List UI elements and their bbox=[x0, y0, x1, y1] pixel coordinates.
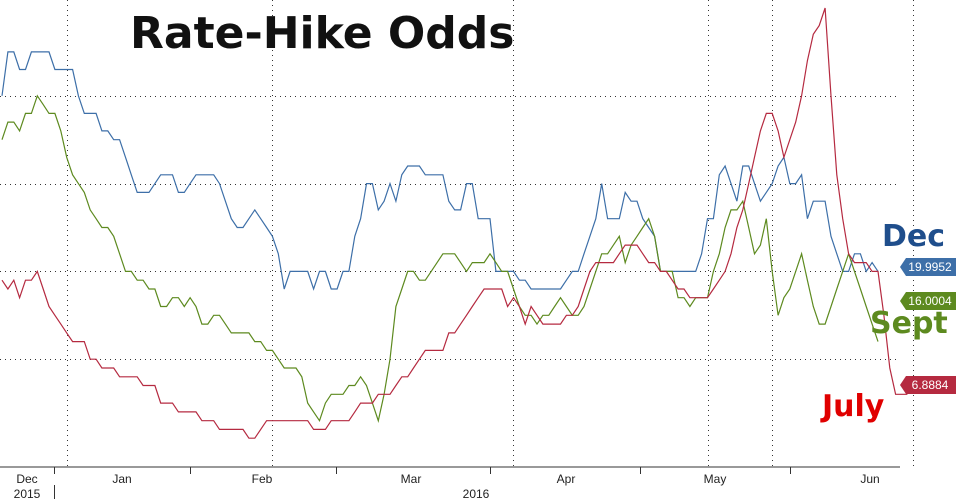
badge-value: 16.0004 bbox=[908, 294, 952, 308]
grid-lines bbox=[0, 0, 914, 467]
x-tick-label: Mar bbox=[401, 472, 422, 486]
series-label-sept: Sept bbox=[870, 306, 948, 341]
series-layer bbox=[1, 7, 908, 439]
badge-shape bbox=[900, 258, 956, 276]
x-tick-label: Feb bbox=[252, 472, 273, 486]
x-year-label: 2016 bbox=[463, 487, 490, 501]
badge-shape bbox=[900, 292, 956, 310]
badge-shape bbox=[900, 376, 956, 394]
x-year-label: 2015 bbox=[14, 487, 41, 501]
badge-value: 19.9952 bbox=[908, 260, 952, 274]
series-line-dec bbox=[1, 51, 879, 291]
x-ticks: Dec Jan Feb Mar Apr May Jun 2015 2016 bbox=[14, 467, 880, 501]
x-tick-label: Dec bbox=[16, 472, 37, 486]
badge-value: 6.8884 bbox=[912, 378, 949, 392]
last-value-badges: 19.9952 16.0004 6.8884 bbox=[900, 258, 956, 394]
series-label-dec: Dec bbox=[882, 219, 945, 254]
chart-title: Rate-Hike Odds bbox=[130, 8, 514, 59]
x-tick-label: Jun bbox=[860, 472, 879, 486]
series-line-july bbox=[1, 7, 908, 439]
series-line-sept bbox=[1, 94, 879, 423]
badge-july: 6.8884 bbox=[900, 376, 956, 394]
badge-dec: 19.9952 bbox=[900, 258, 956, 276]
x-tick-label: Jan bbox=[112, 472, 131, 486]
x-tick-label: May bbox=[704, 472, 727, 486]
series-label-july: July bbox=[820, 389, 885, 424]
x-tick-label: Apr bbox=[557, 472, 576, 486]
badge-sept: 16.0004 bbox=[900, 292, 956, 310]
